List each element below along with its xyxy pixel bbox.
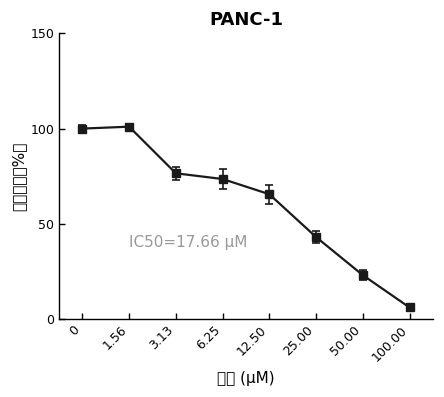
Text: IC50=17.66 μM: IC50=17.66 μM bbox=[129, 235, 247, 250]
Title: PANC-1: PANC-1 bbox=[209, 11, 283, 29]
X-axis label: 浓度 (μM): 浓度 (μM) bbox=[217, 371, 275, 386]
Y-axis label: 细胞活力（%）: 细胞活力（%） bbox=[11, 141, 26, 211]
